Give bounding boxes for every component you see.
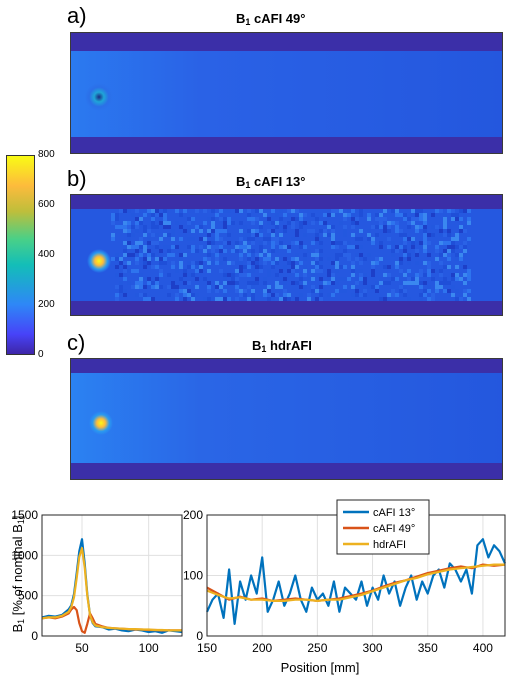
- b1-map-hdrafi: [70, 358, 503, 480]
- series-line-right-0: [205, 538, 507, 626]
- legend-label-2: hdrAFI: [373, 539, 406, 551]
- x-axis-label: Position [mm]: [280, 660, 360, 675]
- x-tick-label-right: 200: [252, 641, 272, 655]
- colorbar: [6, 155, 35, 355]
- series-line-left-0: [41, 538, 183, 634]
- plot-area-right: [207, 515, 505, 636]
- colorbar-tick-400: 400: [38, 249, 55, 260]
- map-title-a: B1 cAFI 49°: [236, 11, 306, 27]
- series-line-right-1: [206, 563, 506, 603]
- x-tick-label-left: 100: [139, 641, 159, 655]
- y-axis-label: B1 [% of nominal B1]: [10, 515, 26, 633]
- plot-frame-right: [206, 514, 506, 637]
- y-tick-label-right: 0: [196, 629, 203, 643]
- x-tick-label-right: 350: [418, 641, 438, 655]
- series-line-left-1: [41, 605, 182, 634]
- series-line-right-2: [206, 563, 505, 603]
- y-tick-label-right: 200: [183, 508, 203, 522]
- y-tick-label-left: 0: [31, 629, 38, 643]
- legend-box: [336, 499, 430, 555]
- x-tick-label-right: 150: [197, 641, 217, 655]
- panel-label-c: c): [67, 330, 86, 355]
- x-tick-label-right: 250: [307, 641, 327, 655]
- x-tick-label-right: 400: [473, 641, 493, 655]
- x-tick-label-right: 300: [363, 641, 383, 655]
- panel-label-a: a): [67, 3, 87, 28]
- colorbar-tick-800: 800: [38, 149, 55, 160]
- legend-label-0: cAFI 13°: [373, 507, 415, 519]
- series-line-left-2: [41, 546, 182, 632]
- b1-map-cafi13: [70, 194, 503, 316]
- map-title-b: B1 cAFI 13°: [236, 174, 306, 190]
- y-tick-label-right: 100: [183, 569, 203, 583]
- colorbar-tick-200: 200: [38, 299, 55, 310]
- plot-frame-left: [41, 514, 183, 637]
- b1-map-cafi49: [70, 32, 503, 154]
- map-title-c: B1 hdrAFI: [252, 338, 312, 354]
- legend-label-1: cAFI 49°: [373, 523, 415, 535]
- x-tick-label-left: 50: [75, 641, 89, 655]
- panel-label-b: b): [67, 166, 87, 191]
- colorbar-tick-0: 0: [38, 349, 44, 360]
- colorbar-tick-600: 600: [38, 199, 55, 210]
- plot-area-left: [42, 515, 182, 636]
